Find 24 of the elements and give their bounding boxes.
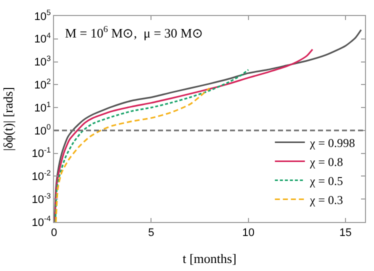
y-tick-label: 10$^{0}$	[34, 122, 51, 138]
legend-label: χ = 0.5	[308, 174, 343, 188]
legend-label: χ = 0.3	[308, 192, 343, 207]
y-tick-label: 10$^{2}$	[34, 76, 51, 92]
y-tick-label: 10$^{-2}$	[32, 168, 51, 184]
line-series	[54, 48, 314, 222]
y-tick-label: 10$^{-1}$	[32, 146, 51, 160]
y-tick-label: 10$^{4}$	[34, 31, 52, 46]
y-tick-label: 10$^{3}$	[34, 54, 51, 69]
line-series	[55, 87, 210, 222]
y-tick-label: 10$^{-3}$	[32, 191, 51, 206]
y-tick-label: 10$^{5}$	[34, 8, 51, 23]
legend-label: χ = 0.8	[308, 154, 343, 169]
x-axis-title: t [months]	[182, 250, 236, 266]
y-axis-title: |δϕ(t)| [rads]	[0, 86, 16, 152]
x-tick-label: 0	[50, 227, 58, 240]
annotation: M = 10$^{6}$ M⊙, μ = 30 M⊙	[65, 24, 204, 40]
line-series	[54, 68, 250, 222]
legend-label: χ = 0.998	[308, 136, 355, 150]
x-tick-label: 15	[339, 227, 352, 240]
x-tick-label: 5	[148, 227, 154, 240]
x-tick-label: 10	[242, 227, 255, 240]
y-tick-label: 10$^{-4}$	[32, 214, 52, 229]
y-tick-label: 10$^{1}$	[34, 100, 51, 114]
